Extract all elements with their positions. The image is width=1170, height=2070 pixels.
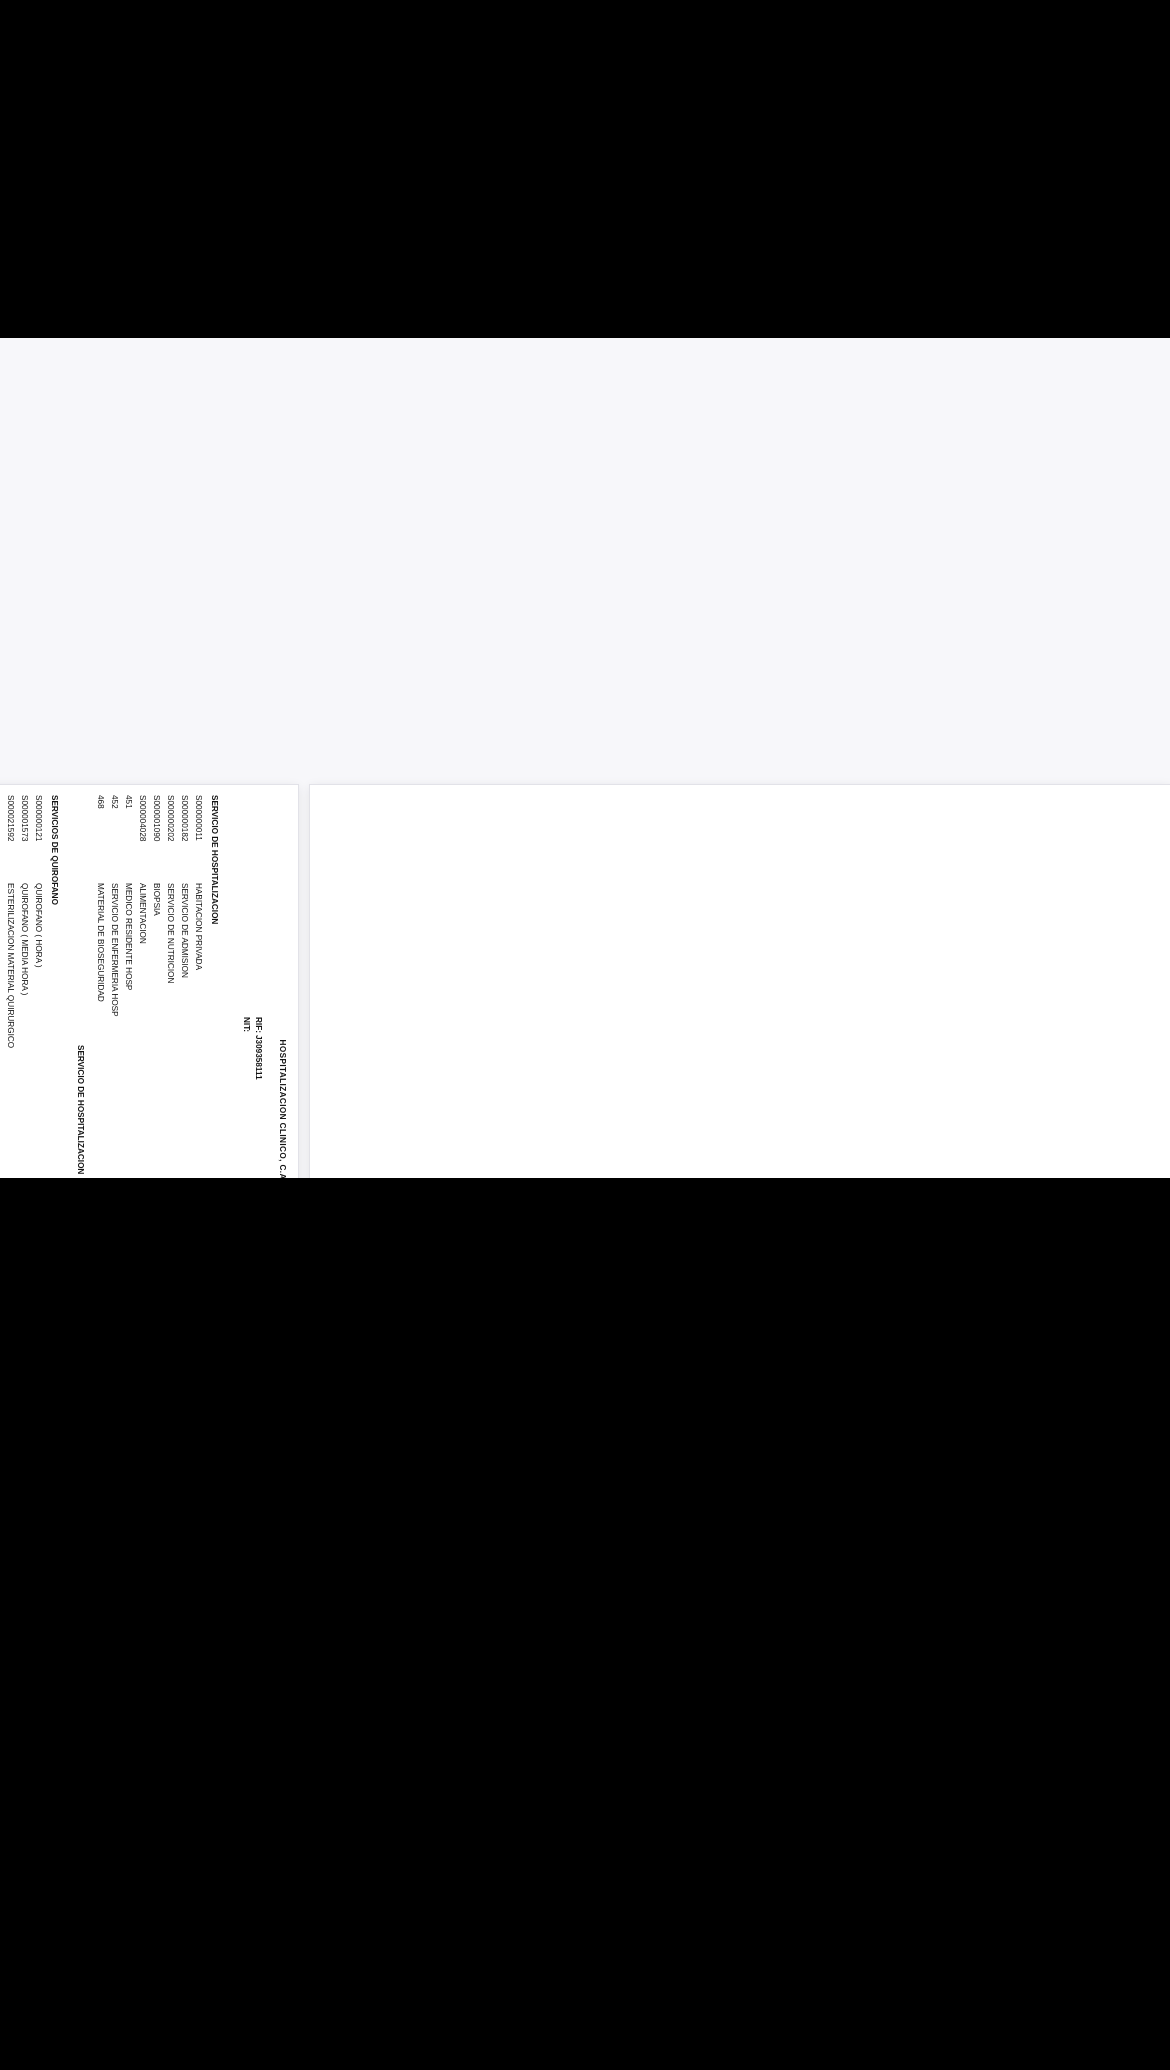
rif-label: RIF: [254, 1017, 263, 1033]
row-code: S000000011 [194, 795, 203, 841]
row-desc: SERVICIO DE ENFERMERIA HOSP [110, 883, 119, 1017]
document-page-1[interactable]: HOSPITALIZACION CLINICO, C.A. RIF: J3093… [0, 785, 1170, 1178]
row-desc: HABITACION PRIVADA [194, 883, 203, 971]
row-code: 451 [124, 795, 133, 809]
row-code: S000000121 [34, 795, 43, 842]
row-code: S000001573 [20, 795, 29, 842]
row-desc: MATERIAL DE BIOSEGURIDAD [96, 883, 105, 1002]
row-desc: ESTERILIZACION MATERIAL QUIRURGICO [6, 883, 15, 1049]
row-code: 468 [96, 795, 105, 809]
section-title-quirofano: SERVICIOS DE QUIROFANO [50, 795, 59, 905]
row-desc: ALIMENTACION [138, 883, 147, 944]
section-title-hospitalizacion: SERVICIO DE HOSPITALIZACION [210, 795, 219, 925]
row-code: S000004028 [138, 795, 147, 842]
row-desc: MEDICO RESIDENTE HOSP [124, 883, 133, 991]
row-code: S000021592 [6, 795, 15, 842]
company-title: HOSPITALIZACION CLINICO, C.A. [278, 1039, 287, 1178]
row-desc: QUIROFANO ( MEDIA HORA ) [20, 883, 29, 996]
document-page-2[interactable]: HONORARIOS MEDICOS PROFESIONALES S000003… [0, 785, 298, 1178]
row-desc: BIOPSIA [152, 883, 161, 916]
rif-value: J309358111 [254, 1035, 263, 1080]
section-footer-hospitalizacion: SERVICIO DE HOSPITALIZACION [76, 1045, 85, 1175]
row-desc: QUIROFANO ( HORA ) [34, 883, 43, 968]
page-strip: HONORARIOS MEDICOS PROFESIONALES S000003… [0, 338, 1170, 1178]
row-desc: SERVICIO DE ADMISION [180, 883, 189, 978]
row-code: S000001090 [152, 795, 161, 842]
nit-label: NIT: [242, 1017, 251, 1033]
row-desc: SERVICIO DE NUTRICION [166, 883, 175, 984]
row-code: S000000182 [180, 795, 189, 842]
row-code: S000000202 [166, 795, 175, 842]
row-code: 452 [110, 795, 119, 809]
